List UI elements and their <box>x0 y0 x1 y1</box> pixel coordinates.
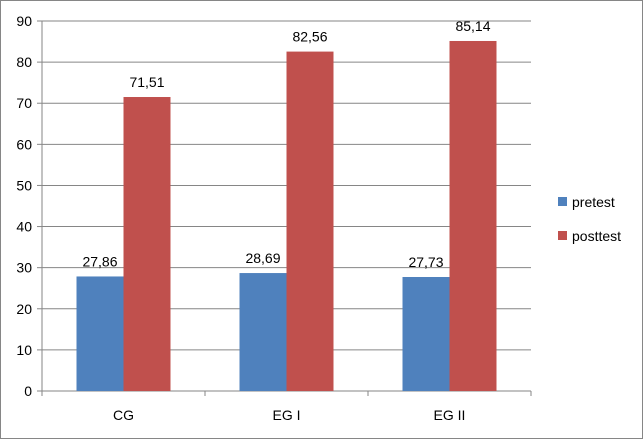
y-tick-label: 30 <box>16 260 32 276</box>
bar-pretest <box>402 276 450 391</box>
bar-posttest <box>449 40 497 391</box>
data-label: 82,56 <box>292 29 327 45</box>
legend-swatch-posttest <box>558 231 567 240</box>
bar-posttest <box>123 97 171 392</box>
data-label: 71,51 <box>129 74 164 90</box>
y-tick-label: 50 <box>16 177 32 193</box>
data-label: 28,69 <box>245 250 280 266</box>
y-tick-label: 40 <box>16 219 32 235</box>
data-label: 27,73 <box>408 254 443 270</box>
data-label: 27,86 <box>82 253 117 269</box>
bar-pretest <box>76 276 124 391</box>
y-tick-label: 90 <box>16 13 32 29</box>
bar-posttest <box>286 51 334 391</box>
data-label: 85,14 <box>455 18 490 34</box>
x-tick-label: EG I <box>272 407 300 423</box>
x-tick-label: CG <box>113 407 134 423</box>
y-tick-label: 60 <box>16 136 32 152</box>
y-tick-label: 80 <box>16 54 32 70</box>
legend-label-pretest: pretest <box>572 194 615 210</box>
y-tick-label: 20 <box>16 301 32 317</box>
bar-pretest <box>239 273 287 391</box>
legend-swatch-pretest <box>558 197 567 206</box>
y-tick-label: 10 <box>16 342 32 358</box>
x-tick-label: EG II <box>434 407 466 423</box>
legend-label-posttest: posttest <box>572 228 621 244</box>
y-tick-label: 0 <box>24 383 32 399</box>
y-tick-label: 70 <box>16 95 32 111</box>
